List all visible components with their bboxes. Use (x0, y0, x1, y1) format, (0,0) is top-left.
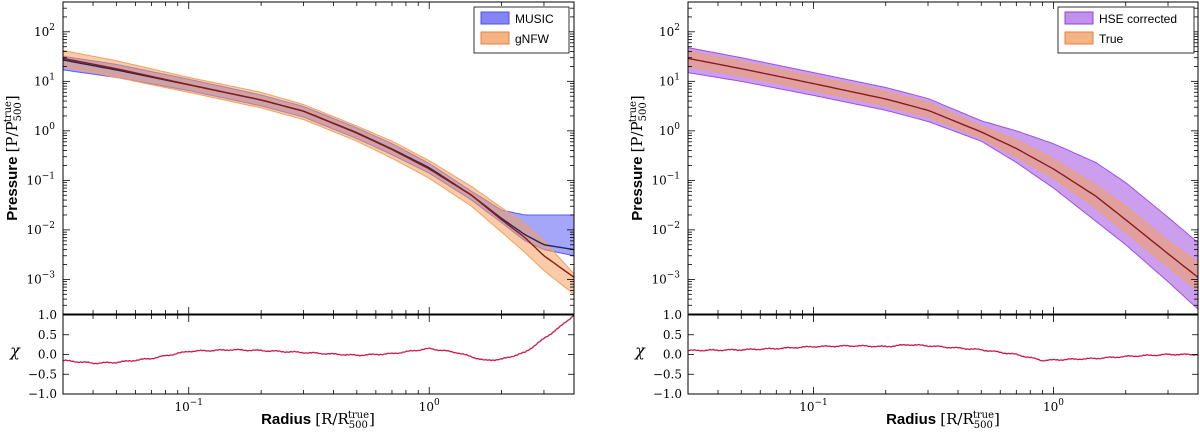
right-y-ticks: 10−3 10−2 10−1 100 101 102 (651, 1, 1198, 315)
left-panel: 10−3 10−2 10−1 100 101 102 10−1 100 −1.0 −0.5 0.… (3, 1, 575, 431)
left-x-ticks: 10−1 100 (62, 2, 575, 414)
right-residual-plot-area (688, 343, 1198, 362)
band-gnfw (63, 49, 574, 295)
residual-line (688, 343, 1198, 362)
y-tick-label: 102 (34, 23, 55, 39)
y-tick-label: 101 (34, 72, 55, 88)
left-main-frame (62, 1, 575, 315)
residual-tick-label: 1.0 (38, 308, 57, 322)
x-tick-label: 100 (1043, 398, 1064, 414)
residual-tick-label: −1.0 (28, 387, 57, 401)
y-tick-label: 101 (659, 72, 680, 88)
svg-text:Radius [R/R500true]: Radius [R/R500true] (886, 410, 1000, 431)
residual-tick-label: −1.0 (653, 387, 682, 401)
right-residual-frame (687, 314, 1199, 395)
y-tick-label: 10−3 (26, 270, 55, 286)
band-true (688, 50, 1198, 292)
left-legend-swatch-gnfw (480, 31, 510, 45)
left-residual-frame (62, 314, 575, 395)
y-tick-label: 10−1 (26, 171, 55, 187)
left-residual-plot-area (63, 315, 574, 365)
residual-tick-label: 0.0 (38, 348, 57, 362)
residual-tick-label: 0.0 (663, 348, 682, 362)
left-legend-label-music: MUSIC (515, 12, 554, 26)
left-legend-label-gnfw: gNFW (515, 32, 550, 46)
left-y-ticks: 10−3 10−2 10−1 100 101 102 (26, 1, 574, 315)
residual-tick-label: −0.5 (653, 367, 682, 381)
left-x-axis-label: Radius [R/R500true] (261, 410, 375, 431)
right-legend-swatch-hse (1064, 11, 1094, 25)
residual-tick-label: 1.0 (663, 308, 682, 322)
right-legend: HSE corrected True (1057, 6, 1195, 54)
residual-tick-label: 0.5 (38, 328, 57, 342)
residual-tick-label: −0.5 (28, 367, 57, 381)
band-hse-corrected (688, 47, 1198, 310)
left-residual-ylabel: χ (9, 341, 21, 360)
right-panel: 10−3 10−2 10−1 100 101 102 10−1 100 −1.0 −0.5 0.… (628, 1, 1199, 431)
svg-text:Pressure [P/P500true]: Pressure [P/P500true] (628, 95, 649, 221)
left-residual-ticks: −1.0 −0.5 0.0 0.5 1.0 (28, 308, 574, 401)
right-main-frame (687, 1, 1199, 315)
x-tick-label: 10−1 (799, 398, 828, 414)
left-legend-swatch-music (480, 11, 510, 25)
right-x-ticks: 10−1 100 (687, 2, 1199, 414)
left-legend: MUSIC gNFW (473, 6, 570, 54)
left-y-axis-label: Pressure [P/P500true] (3, 95, 24, 221)
y-tick-label: 100 (659, 122, 680, 138)
line-gnfw-best-fit (63, 57, 574, 278)
x-tick-label: 10−1 (174, 398, 203, 414)
y-tick-label: 10−3 (651, 270, 680, 286)
right-x-axis-label: Radius [R/R500true] (886, 410, 1000, 431)
left-ylabel-word: Pressure (4, 157, 21, 221)
right-legend-label-true: True (1099, 32, 1124, 46)
y-tick-label: 10−1 (651, 171, 680, 187)
y-tick-label: 10−2 (651, 221, 680, 237)
residual-tick-label: 0.5 (663, 328, 682, 342)
y-tick-label: 10−2 (26, 221, 55, 237)
line-true-median (688, 57, 1198, 278)
left-main-plot-area (63, 49, 574, 295)
right-residual-ticks: −1.0 −0.5 0.0 0.5 1.0 (653, 308, 1198, 401)
right-y-axis-label: Pressure [P/P500true] (628, 95, 649, 221)
residual-line (63, 315, 574, 365)
right-legend-swatch-true (1064, 31, 1094, 45)
svg-text:Radius [R/R500true]: Radius [R/R500true] (261, 410, 375, 431)
right-main-plot-area (688, 47, 1198, 310)
y-tick-label: 102 (659, 23, 680, 39)
x-tick-label: 100 (419, 398, 440, 414)
svg-text:Pressure [P/P500true]: Pressure [P/P500true] (3, 95, 24, 221)
y-tick-label: 100 (34, 122, 55, 138)
right-legend-label-hse: HSE corrected (1099, 12, 1177, 26)
right-residual-ylabel: χ (634, 341, 646, 360)
